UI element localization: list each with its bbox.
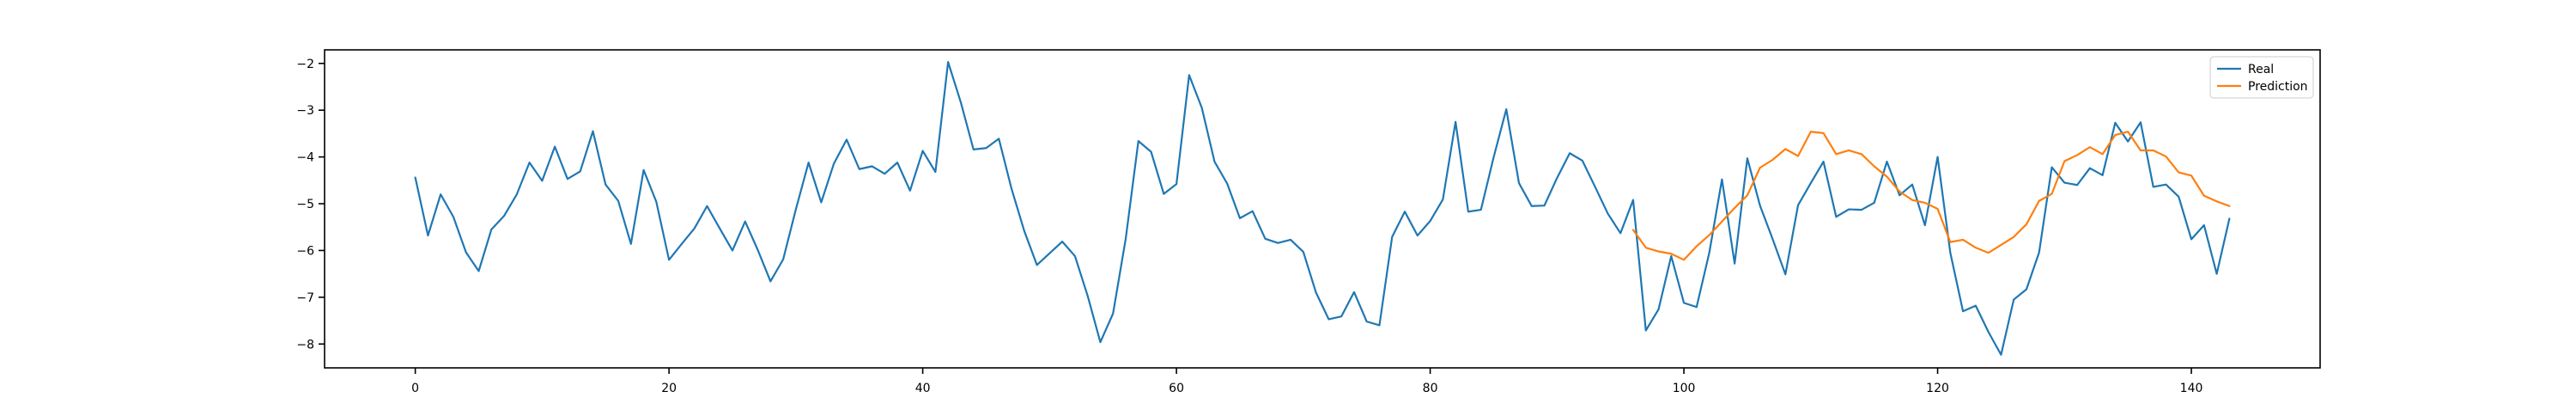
x-tick-label: 80 (1423, 382, 1438, 395)
y-tick-label: −8 (296, 338, 314, 352)
x-tick-label: 140 (2180, 382, 2203, 395)
x-tick-label: 120 (1926, 382, 1949, 395)
legend-box (2209, 56, 2314, 99)
x-tick-label: 60 (1169, 382, 1184, 395)
legend: Real Prediction (2209, 56, 2314, 99)
y-tick-label: −4 (296, 151, 314, 165)
series-line-real (414, 61, 2231, 356)
x-axis-ticks: 0 20 40 60 80 100 120 140 (411, 368, 2202, 395)
x-tick-label: 0 (411, 382, 419, 395)
x-tick-label: 20 (661, 382, 677, 395)
y-tick-label: −5 (296, 198, 314, 211)
legend-label-prediction: Prediction (2248, 80, 2308, 94)
x-tick-label: 40 (915, 382, 931, 395)
x-tick-label: 100 (1673, 382, 1696, 395)
legend-label-real: Real (2248, 63, 2274, 76)
y-tick-label: −6 (296, 244, 314, 258)
axes-frame (324, 49, 2321, 369)
y-tick-label: −3 (296, 104, 314, 118)
y-tick-label: −7 (296, 291, 314, 305)
y-tick-label: −2 (296, 58, 314, 71)
plot-lines (414, 61, 2231, 356)
series-line-prediction (1631, 131, 2231, 261)
y-axis-ticks: −8 −7 −6 −5 −4 −3 −2 (296, 58, 325, 352)
